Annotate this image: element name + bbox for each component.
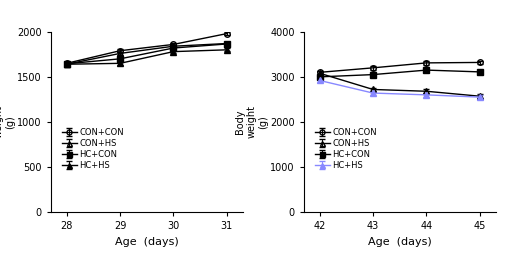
Legend: CON+CON, CON+HS, HC+CON, HC+HS: CON+CON, CON+HS, HC+CON, HC+HS [311,125,380,173]
X-axis label: Age  (days): Age (days) [367,237,431,247]
Y-axis label: Body
weight
(g): Body weight (g) [235,105,268,138]
Y-axis label: Body
weight
(g): Body weight (g) [0,105,16,138]
Legend: CON+CON, CON+HS, HC+CON, HC+HS: CON+CON, CON+HS, HC+CON, HC+HS [59,125,127,173]
X-axis label: Age  (days): Age (days) [115,237,178,247]
